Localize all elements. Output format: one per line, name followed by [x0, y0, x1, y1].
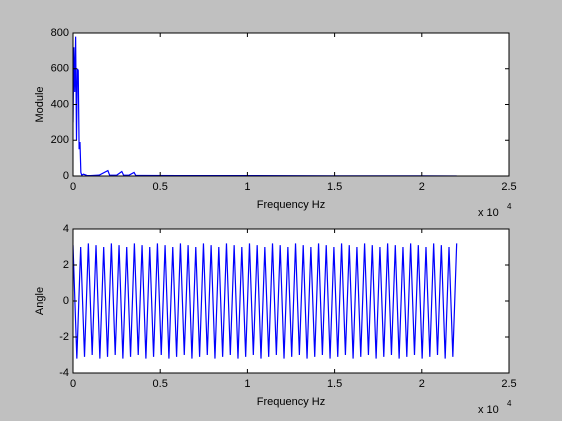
x-tick-label: 1	[244, 181, 250, 193]
y-tick-label: -4	[59, 367, 69, 379]
y-tick-label: -2	[59, 331, 69, 343]
y-tick-label: 600	[51, 63, 69, 75]
y-tick-label: 0	[63, 295, 69, 307]
x-multiplier: x 10	[478, 207, 499, 219]
x-tick-label: 0.5	[153, 378, 168, 390]
x-tick-label: 1.5	[327, 181, 342, 193]
x-tick-label: 2.5	[501, 378, 516, 390]
y-tick-label: 4	[63, 223, 69, 235]
y-axis-label: Angle	[34, 287, 46, 315]
x-multiplier: x 10	[478, 404, 499, 416]
x-multiplier-exponent: 4	[507, 202, 512, 211]
y-tick-label: 0	[63, 170, 69, 182]
x-axis-label: Frequency Hz	[257, 396, 325, 408]
x-tick-label: 1	[244, 378, 250, 390]
x-tick-label: 1.5	[327, 378, 342, 390]
x-tick-label: 2	[419, 378, 425, 390]
x-axis-label: Frequency Hz	[257, 199, 325, 211]
x-tick-label: 0.5	[153, 181, 168, 193]
y-tick-label: 2	[63, 259, 69, 271]
y-tick-label: 200	[51, 134, 69, 146]
plot-area	[73, 33, 509, 176]
y-tick-label: 400	[51, 98, 69, 110]
x-tick-label: 2	[419, 181, 425, 193]
x-multiplier-exponent: 4	[507, 399, 512, 408]
y-tick-label: 800	[51, 27, 69, 39]
y-axis-label: Module	[34, 86, 46, 122]
x-tick-label: 0	[70, 181, 76, 193]
data-line	[73, 243, 458, 359]
x-tick-label: 2.5	[501, 181, 516, 193]
x-tick-label: 0	[70, 378, 76, 390]
